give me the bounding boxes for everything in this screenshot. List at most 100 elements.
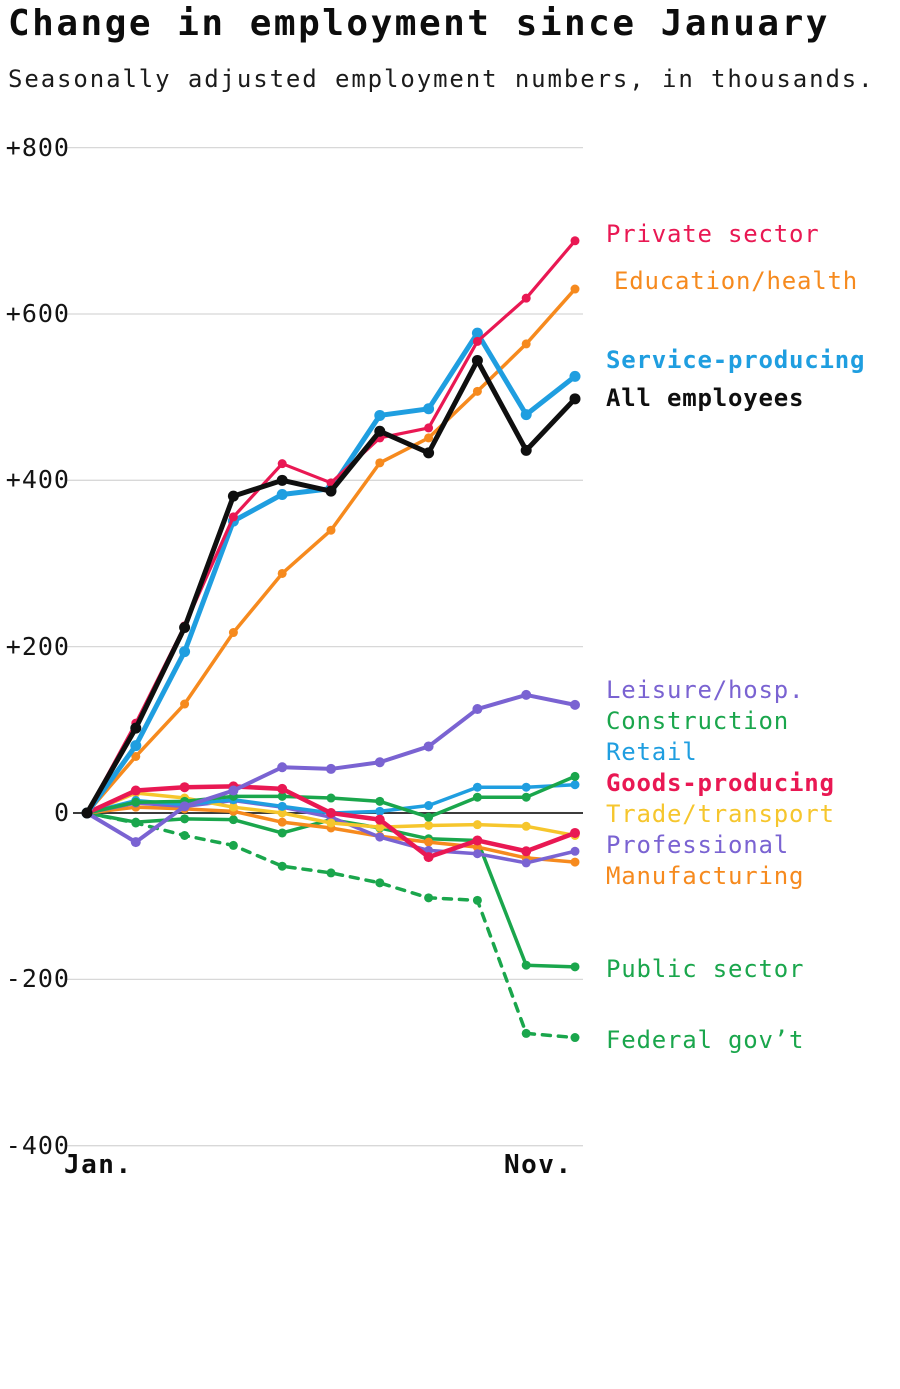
series-line-federal-govt <box>85 811 577 1040</box>
series-dot-federal-govt-Sep <box>472 895 482 905</box>
series-dot-trade-transport-Apr <box>228 802 238 812</box>
series-dot-retail-Nov <box>570 780 580 790</box>
ytick-label-400: +400 <box>5 465 70 495</box>
series-dot-construction-Aug <box>424 812 434 822</box>
series-dot-leisure-hosp-Mar <box>179 801 190 812</box>
series-dot-all-employees-Nov <box>569 393 581 405</box>
series-dot-public-sector-Nov <box>570 962 580 972</box>
ytick-label--200: -200 <box>5 964 70 994</box>
chart-subtitle: Seasonally adjusted employment numbers, … <box>8 65 875 93</box>
series-dot-trade-transport-Jul <box>375 822 385 832</box>
series-dot-goods-producing-Aug <box>423 852 434 863</box>
series-dot-education-health-Oct <box>521 339 531 349</box>
series-dot-leisure-hosp-Sep <box>472 704 483 715</box>
series-dot-goods-producing-Nov <box>570 827 580 838</box>
series-dot-federal-govt-Jun <box>326 868 336 878</box>
series-dot-education-health-Nov <box>570 284 580 294</box>
series-dot-manufacturing-May <box>277 817 287 827</box>
series-dot-private-sector-Nov <box>570 236 580 246</box>
chart-title: Change in employment since January <box>8 3 830 44</box>
series-line-public-sector <box>85 811 577 969</box>
ytick-label-200: +200 <box>5 631 70 661</box>
series-label-education-health: Education/health <box>614 267 858 295</box>
series-dot-leisure-hosp-Nov <box>570 699 580 710</box>
series-dot-construction-May <box>277 791 287 801</box>
series-label-federal-govt: Federal gov’t <box>606 1026 805 1054</box>
series-dot-education-health-Feb <box>131 751 141 761</box>
series-dot-construction-Sep <box>472 792 482 802</box>
series-dot-private-sector-Aug <box>424 423 434 433</box>
series-dot-service-producing-Aug <box>423 403 435 415</box>
series-dot-goods-producing-Sep <box>472 835 483 846</box>
xtick-label-jan: Jan. <box>64 1150 133 1180</box>
series-dot-education-health-Sep <box>472 386 482 396</box>
series-dot-leisure-hosp-Oct <box>521 689 532 700</box>
series-dot-federal-govt-Jul <box>375 878 385 888</box>
series-dot-education-health-Jul <box>375 458 385 468</box>
series-dot-all-employees-May <box>276 474 288 486</box>
series-dot-all-employees-Mar <box>179 622 191 634</box>
series-dot-goods-producing-Oct <box>521 846 532 857</box>
series-dot-professional-Oct <box>521 858 531 868</box>
series-dot-public-sector-Mar <box>180 814 190 824</box>
series-dot-retail-Aug <box>424 801 434 811</box>
series-dot-manufacturing-Nov <box>570 857 580 867</box>
series-dot-leisure-hosp-Jul <box>374 757 385 768</box>
series-dot-all-employees-Oct <box>520 444 532 456</box>
ytick-label-600: +600 <box>5 298 70 328</box>
series-label-trade-transport: Trade/transport <box>606 800 835 828</box>
series-dot-goods-producing-Feb <box>130 785 141 796</box>
series-dot-all-employees-Feb <box>130 722 142 734</box>
series-dot-construction-Oct <box>521 792 531 802</box>
series-label-public-sector: Public sector <box>606 955 805 983</box>
series-label-leisure-hosp: Leisure/hosp. <box>606 676 805 704</box>
series-dot-federal-govt-May <box>277 861 287 871</box>
series-dot-professional-Sep <box>472 849 482 859</box>
series-dot-all-employees-Jul <box>374 425 386 437</box>
series-dot-service-producing-Jul <box>374 409 386 421</box>
series-label-professional: Professional <box>606 831 789 859</box>
series-dot-service-producing-Nov <box>569 370 581 382</box>
series-dot-public-sector-Apr <box>228 815 238 825</box>
series-dot-private-sector-Apr <box>228 512 238 522</box>
series-line-education-health <box>85 287 577 815</box>
series-dot-education-health-Mar <box>180 699 190 709</box>
series-label-service-producing: Service-producing <box>606 346 866 374</box>
series-dot-construction-Jul <box>375 796 385 806</box>
series-dot-federal-govt-Nov <box>570 1033 580 1043</box>
series-dot-leisure-hosp-Aug <box>423 741 434 752</box>
ytick-label--400: -400 <box>5 1130 70 1160</box>
series-label-all-employees: All employees <box>606 384 805 412</box>
series-dot-retail-Oct <box>521 782 531 792</box>
series-dot-public-sector-Oct <box>521 960 531 970</box>
series-dot-retail-Jul <box>375 806 385 816</box>
series-label-construction: Construction <box>606 707 789 735</box>
series-dot-public-sector-Feb <box>131 817 141 827</box>
series-dot-all-employees-Sep <box>471 355 483 367</box>
series-dot-trade-transport-Oct <box>521 821 531 831</box>
xtick-label-nov: Nov. <box>504 1150 573 1180</box>
series-dot-retail-May <box>277 801 287 811</box>
series-dot-all-employees-Apr <box>227 490 239 502</box>
series-dot-public-sector-May <box>277 828 287 838</box>
series-dot-trade-transport-Jun <box>326 818 336 828</box>
ytick-label-0: 0 <box>53 798 70 827</box>
ytick-label-800: +800 <box>5 132 70 162</box>
series-dot-goods-producing-Jul <box>374 814 385 825</box>
series-dot-leisure-hosp-Jun <box>326 763 336 774</box>
series-dot-service-producing-Sep <box>471 327 483 339</box>
series-dot-trade-transport-Aug <box>424 820 434 830</box>
series-dot-goods-producing-Mar <box>179 782 190 793</box>
series-dot-private-sector-May <box>277 459 287 469</box>
series-dot-service-producing-Oct <box>520 409 532 421</box>
series-dot-construction-Nov <box>570 771 580 781</box>
series-label-retail: Retail <box>606 738 698 766</box>
series-dot-trade-transport-Sep <box>472 820 482 830</box>
series-dot-leisure-hosp-May <box>277 762 288 773</box>
series-dot-federal-govt-Mar <box>180 830 190 840</box>
series-line-all-employees <box>84 358 578 816</box>
series-dot-all-employees-Jan <box>81 807 93 819</box>
series-dot-service-producing-Feb <box>130 740 142 752</box>
